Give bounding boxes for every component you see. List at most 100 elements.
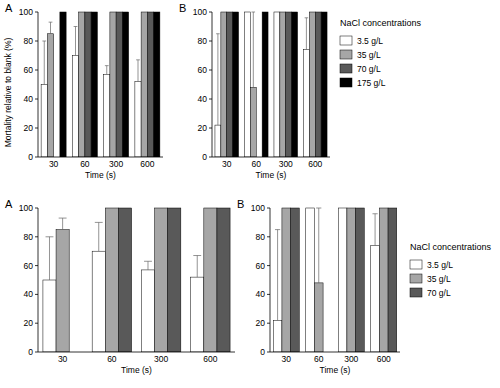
y-tick bbox=[35, 208, 38, 209]
y-tick bbox=[209, 41, 212, 42]
legend-label: 70 g/L bbox=[427, 288, 451, 298]
bar bbox=[315, 12, 321, 157]
bar bbox=[105, 208, 118, 352]
y-tick-label: 20 bbox=[24, 123, 34, 133]
y-tick-label: 0 bbox=[28, 347, 33, 357]
legend-swatch bbox=[410, 274, 422, 283]
y-tick bbox=[267, 323, 270, 324]
y-tick-label: 20 bbox=[24, 318, 34, 328]
error-bar bbox=[316, 208, 321, 283]
error-cap bbox=[59, 218, 67, 219]
x-axis bbox=[212, 157, 330, 158]
bar bbox=[338, 208, 347, 352]
figure: A Mortality relative to blank (%) 0 20 40 60 8… bbox=[0, 0, 500, 388]
legend-label: 35 g/L bbox=[427, 274, 451, 284]
error-line bbox=[106, 66, 107, 75]
legend-title: NaCl concentrations bbox=[340, 18, 422, 28]
error-cap bbox=[74, 26, 78, 27]
y-tick bbox=[35, 128, 38, 129]
x-tick-label: 30 bbox=[222, 159, 232, 169]
panel: B0204060801003060300600Time (s)NaCl conc… bbox=[237, 198, 492, 375]
bar bbox=[141, 12, 147, 157]
error-bar bbox=[193, 256, 201, 278]
y-tick-label: 40 bbox=[256, 289, 266, 299]
y-tick-label: 80 bbox=[24, 36, 34, 46]
error-line bbox=[306, 18, 307, 50]
bar bbox=[154, 12, 160, 157]
bar bbox=[135, 82, 141, 157]
bar bbox=[347, 208, 356, 352]
bar bbox=[147, 12, 153, 157]
x-tick-label: 60 bbox=[252, 159, 262, 169]
bar bbox=[56, 230, 69, 352]
error-cap bbox=[252, 12, 256, 13]
bar bbox=[92, 251, 105, 352]
y-tick bbox=[35, 352, 38, 353]
y-tick bbox=[35, 236, 38, 237]
bar bbox=[356, 208, 365, 352]
x-tick-label: 300 bbox=[279, 159, 293, 169]
panel-title: A bbox=[5, 198, 13, 210]
y-tick-label: 60 bbox=[256, 261, 266, 271]
panel-title: B bbox=[237, 198, 244, 210]
bar bbox=[280, 12, 286, 157]
y-axis-label: Mortality relative to blank (%) bbox=[3, 38, 13, 148]
error-bar bbox=[305, 18, 309, 50]
bars bbox=[215, 12, 327, 157]
bar bbox=[191, 277, 204, 352]
x-tick-label: 60 bbox=[107, 354, 117, 364]
bar bbox=[262, 12, 268, 157]
y-tick-label: 100 bbox=[193, 7, 207, 17]
bar bbox=[388, 208, 397, 352]
bar bbox=[43, 280, 56, 352]
y-tick-label: 40 bbox=[24, 94, 34, 104]
error-cap bbox=[316, 208, 321, 209]
y-tick-label: 100 bbox=[19, 203, 33, 213]
error-cap bbox=[95, 222, 103, 223]
error-bar bbox=[275, 230, 280, 321]
error-cap bbox=[46, 236, 54, 237]
error-bar bbox=[136, 60, 140, 82]
y-tick bbox=[267, 236, 270, 237]
x-tick-label: 30 bbox=[282, 354, 292, 364]
x-axis-label: Time (s) bbox=[256, 170, 287, 180]
error-line bbox=[277, 230, 278, 321]
x-tick-label: 60 bbox=[314, 354, 324, 364]
y-tick bbox=[209, 70, 212, 71]
bar bbox=[85, 12, 91, 157]
y-axis bbox=[38, 208, 39, 352]
error-bar bbox=[105, 66, 109, 75]
bars bbox=[43, 208, 230, 352]
bars bbox=[273, 208, 397, 352]
y-tick bbox=[267, 352, 270, 353]
bar bbox=[141, 270, 154, 352]
x-tick-label: 600 bbox=[308, 159, 322, 169]
error-line bbox=[44, 41, 45, 85]
error-bar bbox=[46, 237, 54, 280]
legend-swatch bbox=[340, 36, 352, 45]
y-axis bbox=[38, 12, 39, 157]
y-tick-label: 60 bbox=[24, 261, 34, 271]
legend-label: 70 g/L bbox=[357, 64, 381, 74]
error-cap bbox=[193, 255, 201, 256]
bar bbox=[371, 245, 380, 352]
error-cap bbox=[275, 229, 280, 230]
y-tick-label: 80 bbox=[256, 232, 266, 242]
y-tick bbox=[267, 208, 270, 209]
error-cap bbox=[105, 65, 109, 66]
error-cap bbox=[305, 17, 309, 18]
bar bbox=[116, 12, 122, 157]
legend-label: 3.5 g/L bbox=[357, 36, 383, 46]
x-tick-label: 300 bbox=[154, 354, 168, 364]
error-line bbox=[138, 60, 139, 82]
error-cap bbox=[216, 33, 220, 34]
bar bbox=[379, 208, 388, 352]
legend-swatch bbox=[340, 50, 352, 59]
y-tick-label: 0 bbox=[202, 152, 207, 162]
error-bar bbox=[59, 218, 67, 230]
error-cap bbox=[372, 213, 377, 214]
y-tick bbox=[209, 157, 212, 158]
error-bar bbox=[49, 22, 53, 34]
x-axis-label: Time (s) bbox=[320, 365, 351, 375]
error-cap bbox=[49, 22, 53, 23]
